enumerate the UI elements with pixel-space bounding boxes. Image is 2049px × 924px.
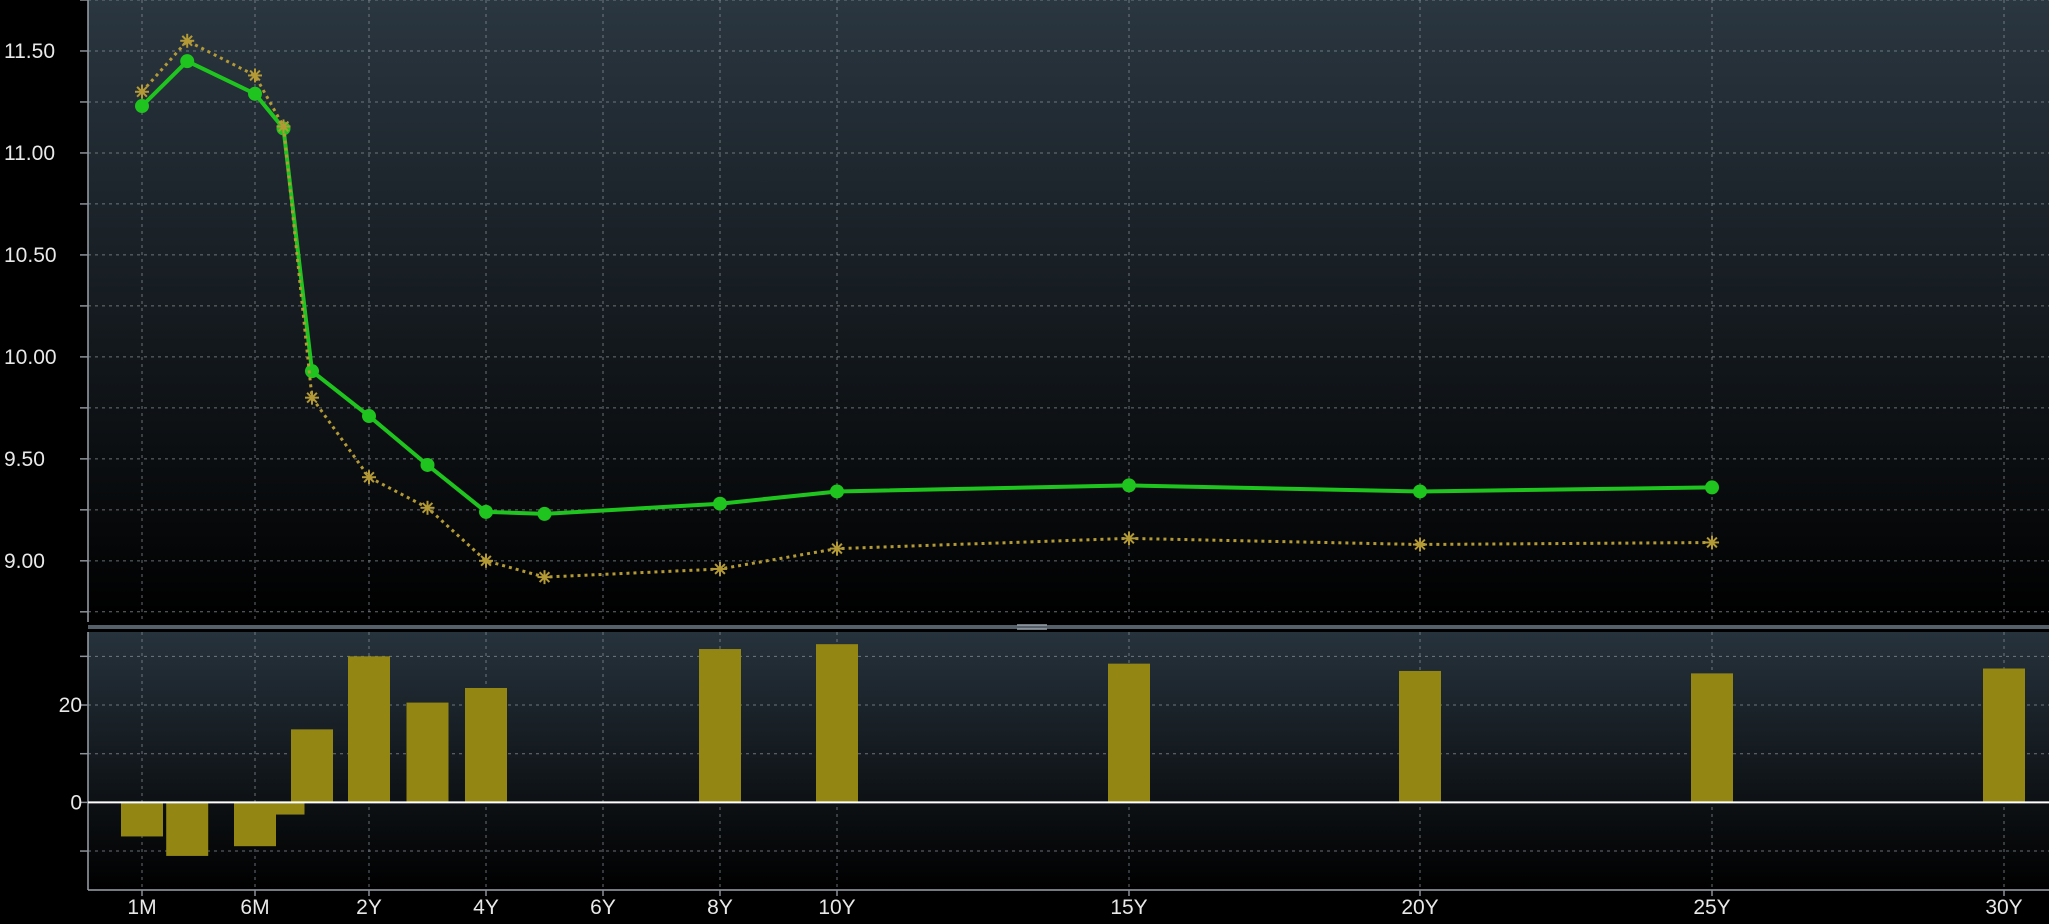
prior-point — [305, 390, 319, 405]
top-panel-background — [88, 0, 2049, 622]
prior-point — [1705, 535, 1719, 550]
y-tick-label: 10.00 — [4, 346, 57, 369]
current-point — [713, 496, 727, 511]
spread-bar — [1399, 670, 1441, 803]
y-tick-label: 11.50 — [4, 40, 55, 63]
x-tick-label: 6M — [240, 896, 269, 919]
current-point — [180, 54, 195, 69]
spread-bar — [1691, 673, 1733, 803]
x-tick-label: 2Y — [356, 896, 382, 919]
x-tick-label: 20Y — [1401, 896, 1438, 919]
prior-point — [1122, 531, 1136, 546]
x-tick-label: 4Y — [473, 896, 499, 919]
current-point — [362, 409, 376, 424]
current-point — [135, 99, 149, 114]
current-point — [1413, 484, 1427, 499]
prior-point — [479, 553, 493, 568]
current-point — [248, 86, 262, 101]
prior-point — [420, 500, 435, 515]
prior-point — [135, 84, 149, 99]
current-series-line — [140, 58, 1713, 516]
y-tick-label: 9.00 — [4, 550, 45, 573]
x-tick-label: 1M — [127, 896, 156, 919]
current-point — [830, 484, 844, 499]
spread-bar — [291, 729, 333, 803]
prior-series-line — [140, 38, 1713, 579]
x-tick-label: 10Y — [818, 896, 855, 919]
spread-bar — [699, 649, 741, 803]
x-tick-label: 30Y — [1985, 896, 2022, 919]
spread-bar — [406, 702, 449, 803]
spread-bars — [121, 644, 2025, 856]
prior-point — [1413, 537, 1427, 552]
y-tick-label: 0 — [70, 791, 82, 814]
y-tick-labels: 9.00 9.50 10.00 10.50 11.00 11.50 0 20 — [4, 0, 88, 852]
x-tick-label: 8Y — [707, 896, 733, 919]
current-point — [305, 364, 319, 379]
spread-bar — [465, 687, 507, 803]
prior-point — [180, 33, 195, 48]
spread-bar — [816, 644, 858, 803]
prior-point — [248, 68, 262, 83]
spread-bar — [1983, 668, 2025, 803]
current-point — [479, 504, 493, 519]
current-point — [420, 457, 435, 472]
prior-point — [537, 570, 552, 585]
y-tick-label: 20 — [59, 694, 82, 717]
x-tick-label: 15Y — [1110, 896, 1147, 919]
y-tick-label: 11.00 — [4, 142, 55, 165]
current-point — [537, 506, 552, 521]
spread-bar — [121, 802, 163, 837]
spread-bar — [262, 802, 305, 815]
prior-point — [830, 541, 844, 556]
x-tick-label: 25Y — [1693, 896, 1730, 919]
y-tick-label: 10.50 — [4, 244, 57, 267]
y-tick-label: 9.50 — [4, 448, 45, 471]
prior-point — [713, 561, 727, 576]
spread-bar — [348, 656, 390, 803]
prior-point — [362, 470, 376, 485]
top-gridlines — [88, 0, 2049, 622]
prior-point — [276, 119, 291, 134]
x-tick-label: 6Y — [590, 896, 616, 919]
x-tick-labels: 1M 6M 2Y 4Y 6Y 8Y 10Y 15Y 20Y 25Y 30Y — [127, 890, 2023, 919]
current-point — [1705, 480, 1719, 495]
current-point — [1122, 478, 1136, 493]
spread-bar — [166, 802, 209, 856]
spread-bar — [1108, 663, 1150, 803]
yield-series — [135, 33, 1719, 585]
